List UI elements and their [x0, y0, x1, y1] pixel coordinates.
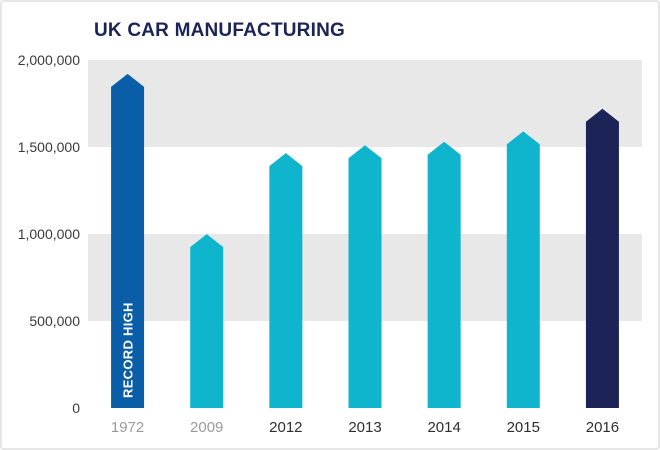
y-tick-label: 1,000,000 [18, 226, 80, 242]
x-tick-label: 2012 [269, 419, 302, 436]
bar-2009 [190, 234, 224, 408]
x-tick-label: 2013 [348, 419, 381, 436]
bar-2012 [269, 153, 303, 408]
bar-2013 [348, 145, 382, 408]
x-tick-label: 2009 [190, 419, 223, 436]
x-tick-label: 2016 [586, 419, 619, 436]
bar-2015 [506, 131, 540, 408]
x-tick-label: 2014 [427, 419, 460, 436]
x-tick-label: 2015 [507, 419, 540, 436]
bar-2016 [585, 108, 619, 408]
y-tick-label: 2,000,000 [18, 52, 80, 68]
bar-1972 [111, 73, 145, 409]
y-tick-label: 1,500,000 [18, 139, 80, 155]
x-tick-label: 1972 [111, 419, 144, 436]
y-tick-label: 500,000 [29, 313, 80, 329]
y-tick-label: 0 [72, 400, 80, 416]
chart-title: UK CAR MANUFACTURING [94, 20, 345, 41]
background-band [88, 60, 642, 147]
bar-2014 [427, 141, 461, 408]
record-high-annotation: RECORD HIGH [121, 302, 136, 398]
